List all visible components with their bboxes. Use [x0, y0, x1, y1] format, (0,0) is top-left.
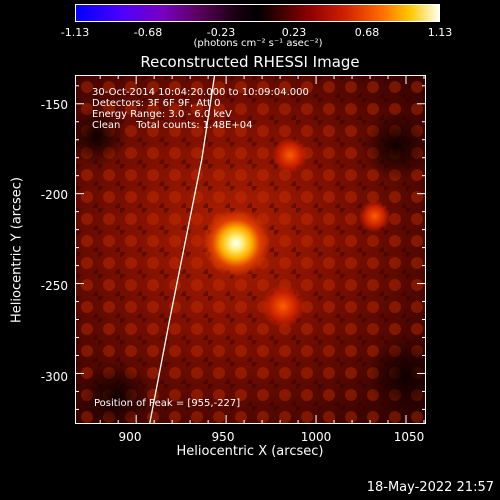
secondary-source [272, 137, 309, 174]
info-clean-counts: Clean Total counts: 1.48E+04 [92, 120, 253, 131]
colorbar-gradient [76, 5, 439, 21]
rhessi-image [76, 76, 425, 423]
y-tick-label: -150 [40, 98, 68, 112]
dark-patches [76, 106, 425, 423]
colorbar-tick-label: -0.68 [133, 26, 163, 39]
info-energy-range: Energy Range: 3.0 - 6.0 keV [92, 109, 232, 120]
colorbar-tick-label: 0.23 [281, 26, 307, 39]
colorbar-tick-label: 0.68 [354, 26, 380, 39]
plot-area: 30-Oct-2014 10:04:20.000 to 10:09:04.000… [75, 75, 426, 424]
info-peak-position: Position of Peak = [955,-227] [94, 398, 241, 409]
secondary-source [358, 200, 391, 233]
render-timestamp: 18-May-2022 21:57 [366, 480, 494, 495]
solar-limb-line [149, 76, 216, 423]
x-tick-label: 950 [211, 430, 235, 444]
colorbar-tick-label: -0.23 [206, 26, 236, 39]
emission-sources [202, 137, 391, 329]
info-detectors: Detectors: 3F 6F 9F, Att 0 [92, 98, 221, 109]
x-tick-label: 1050 [393, 430, 425, 444]
x-tick-label: 1000 [300, 430, 332, 444]
colorbar-tick-label: -1.13 [60, 26, 90, 39]
y-axis-label: Heliocentric Y (arcsec) [9, 177, 25, 323]
plot-title: Reconstructed RHESSI Image [140, 53, 360, 71]
peak-source [202, 209, 271, 278]
y-tick-label: -200 [40, 188, 68, 202]
y-tick-label: -250 [40, 279, 68, 293]
colorbar-units: (photons cm⁻² s⁻¹ asec⁻²) [193, 38, 323, 49]
colorbar-tick-label: 1.13 [427, 26, 453, 39]
y-tick-label: -300 [40, 370, 68, 384]
x-tick-label: 900 [118, 430, 142, 444]
secondary-source [260, 284, 305, 329]
x-axis-label: Heliocentric X (arcsec) [176, 444, 324, 459]
colorbar [75, 4, 440, 22]
info-observation-time: 30-Oct-2014 10:04:20.000 to 10:09:04.000 [92, 87, 309, 98]
